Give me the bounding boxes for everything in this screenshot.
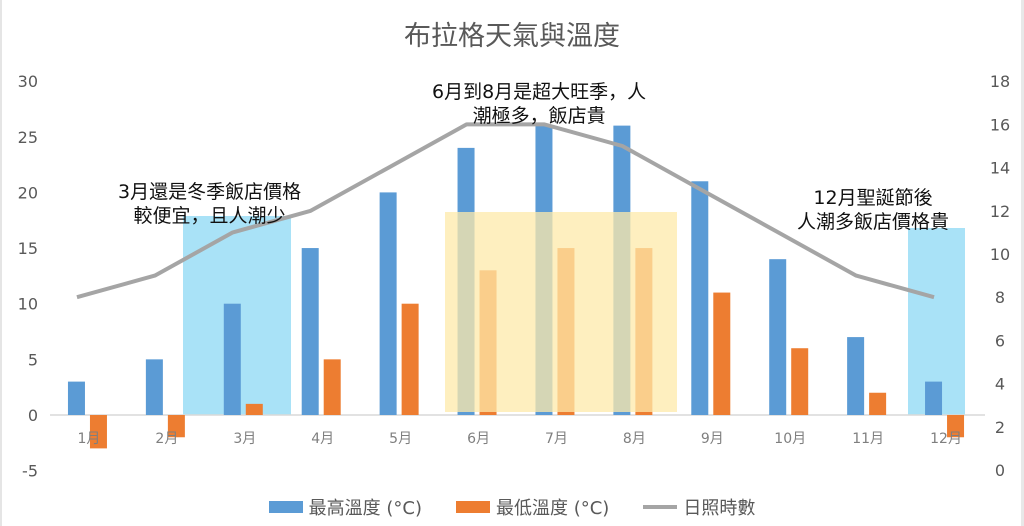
right-axis-tick: 10 [990, 245, 1010, 264]
x-axis-tick: 9月 [701, 431, 724, 447]
x-axis-tick: 2月 [155, 431, 178, 447]
bar-high[interactable] [67, 381, 85, 415]
right-axis-tick: 16 [990, 115, 1010, 134]
annotation-summer-line1: 6月到8月是超大旺季，人 [432, 81, 647, 103]
x-axis-tick: 3月 [233, 431, 256, 447]
x-axis-tick: 4月 [311, 431, 334, 447]
annotation-december: 12月聖誕節後 人潮多飯店價格貴 [797, 186, 949, 234]
left-axis-tick: 10 [18, 295, 38, 314]
sunshine-line[interactable] [76, 122, 935, 300]
annotation-march: 3月還是冬季飯店價格 較便宜，且人潮少 [118, 180, 301, 228]
chart-legend: 最高溫度 (°C) 最低溫度 (°C) 日照時數 [0, 494, 1024, 520]
x-axis-tick: 8月 [623, 431, 646, 447]
bar-low[interactable] [167, 415, 185, 438]
legend-swatch-high [268, 501, 303, 513]
bar-low[interactable] [869, 392, 887, 415]
bar-low[interactable] [401, 303, 419, 415]
left-border [0, 0, 2, 526]
highlight-summer [445, 212, 677, 412]
left-axis-tick: 5 [28, 350, 38, 369]
right-axis-tick: 6 [995, 331, 1005, 350]
x-axis-tick: 1月 [77, 431, 100, 447]
bar-high[interactable] [691, 181, 709, 415]
legend-swatch-low [456, 501, 490, 513]
x-axis-tick: 10月 [774, 431, 806, 447]
legend-item-high[interactable]: 最高溫度 (°C) [268, 494, 422, 520]
left-axis-tick: 30 [18, 72, 38, 91]
bar-high[interactable] [379, 192, 397, 415]
right-axis-tick: 0 [995, 461, 1005, 480]
bar-low[interactable] [713, 292, 731, 415]
legend-swatch-sun [643, 505, 678, 509]
right-axis-tick: 4 [995, 375, 1005, 394]
bar-high[interactable] [145, 359, 163, 415]
chart-title: 布拉格天氣與溫度 [404, 21, 620, 52]
left-axis-tick: 20 [18, 183, 38, 202]
right-axis-tick: 2 [995, 418, 1005, 437]
annotation-december-line2: 人潮多飯店價格貴 [797, 211, 950, 233]
x-axis-tick: 12月 [930, 431, 962, 447]
right-axis-tick: 18 [990, 72, 1010, 91]
x-axis-tick: 7月 [545, 431, 568, 447]
bar-low[interactable] [89, 415, 107, 449]
annotation-march-line1: 3月還是冬季飯店價格 [118, 181, 302, 203]
left-axis-tick: 25 [18, 128, 38, 147]
annotation-summer: 6月到8月是超大旺季，人 潮極多，飯店貴 [432, 80, 646, 128]
bar-low[interactable] [245, 403, 263, 415]
bar-high[interactable] [223, 303, 241, 415]
annotation-summer-line2: 潮極多，飯店貴 [472, 105, 606, 127]
bar-high[interactable] [301, 248, 319, 415]
legend-item-low[interactable]: 最低溫度 (°C) [456, 494, 609, 520]
legend-label-low: 最低溫度 (°C) [496, 498, 610, 519]
legend-item-sun[interactable]: 日照時數 [643, 494, 755, 520]
right-axis-tick: 8 [995, 288, 1005, 307]
right-axis-tick: 14 [990, 159, 1010, 178]
bar-high[interactable] [925, 381, 943, 415]
annotation-march-line2: 較便宜，且人潮少 [133, 205, 286, 227]
bar-high[interactable] [847, 337, 865, 415]
x-axis-tick: 11月 [852, 431, 884, 447]
bar-low[interactable] [323, 359, 341, 415]
right-border [1021, 0, 1024, 526]
bar-high[interactable] [769, 259, 787, 415]
legend-label-high: 最高溫度 (°C) [308, 498, 422, 519]
x-axis-tick: 5月 [389, 431, 412, 447]
x-axis-tick: 6月 [467, 431, 490, 447]
bar-low[interactable] [791, 348, 809, 415]
left-axis-tick: 0 [28, 406, 38, 425]
annotation-december-line1: 12月聖誕節後 [813, 187, 933, 209]
bar-low[interactable] [947, 415, 965, 438]
right-axis-tick: 12 [990, 202, 1010, 221]
legend-label-sun: 日照時數 [683, 498, 756, 519]
left-axis-tick: 15 [18, 239, 38, 258]
left-axis-tick: -5 [22, 462, 38, 481]
